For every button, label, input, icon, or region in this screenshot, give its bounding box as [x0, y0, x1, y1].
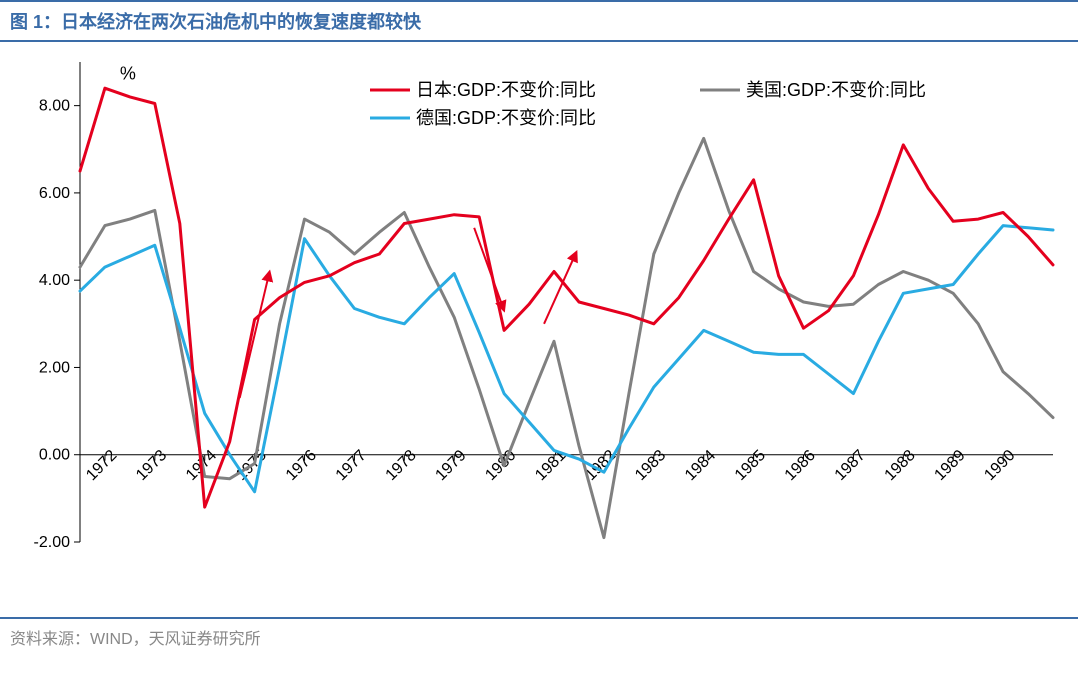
x-tick-label: 1985 [732, 447, 769, 484]
legend-japan: 日本:GDP:不变价:同比 [416, 80, 596, 100]
x-tick-label: 1983 [632, 447, 669, 484]
legend-usa: 美国:GDP:不变价:同比 [746, 80, 926, 100]
annotation-arrow [544, 252, 576, 324]
x-tick-label: 1990 [981, 447, 1018, 484]
x-tick-label: 1979 [432, 447, 469, 484]
x-tick-label: 1972 [83, 447, 120, 484]
x-tick-label: 1977 [333, 447, 370, 484]
y-unit-label: % [120, 63, 136, 83]
x-tick-label: 1973 [133, 447, 170, 484]
chart-area: -2.000.002.004.006.008.00197219731974197… [0, 42, 1078, 617]
y-tick-label: 0.00 [39, 447, 70, 464]
source-footer: 资料来源：WIND，天风证券研究所 [0, 617, 1078, 655]
legend-germany: 德国:GDP:不变价:同比 [416, 108, 596, 128]
annotation-arrow [240, 271, 270, 398]
chart-title: 图 1：日本经济在两次石油危机中的恢复速度都较快 [10, 12, 421, 32]
x-tick-label: 1976 [283, 447, 320, 484]
y-tick-label: -2.00 [34, 534, 71, 551]
x-tick-label: 1987 [832, 447, 869, 484]
x-tick-label: 1984 [682, 447, 719, 484]
x-tick-label: 1978 [383, 447, 420, 484]
chart-title-bar: 图 1：日本经济在两次石油危机中的恢复速度都较快 [0, 0, 1078, 42]
x-tick-label: 1986 [782, 447, 819, 484]
source-text: 资料来源：WIND，天风证券研究所 [10, 631, 261, 648]
y-tick-label: 6.00 [39, 185, 70, 202]
y-tick-label: 8.00 [39, 98, 70, 115]
annotation-arrow [474, 228, 504, 311]
y-tick-label: 4.00 [39, 272, 70, 289]
line-chart: -2.000.002.004.006.008.00197219731974197… [0, 42, 1078, 617]
y-tick-label: 2.00 [39, 359, 70, 376]
x-tick-label: 1989 [931, 447, 968, 484]
x-tick-label: 1988 [882, 447, 919, 484]
series-line [80, 138, 1053, 537]
series-line [80, 88, 1053, 507]
